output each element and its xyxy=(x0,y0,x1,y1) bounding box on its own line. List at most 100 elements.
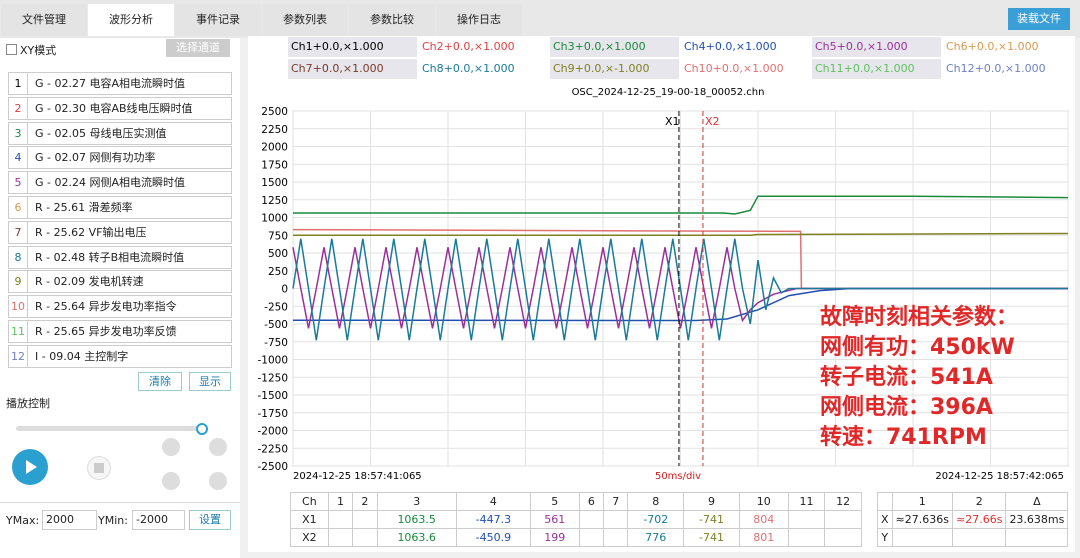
value-cell: -741 xyxy=(683,510,740,529)
header-cell: 2 xyxy=(352,492,378,511)
channel-number: 5 xyxy=(9,172,28,194)
zoom-in-button[interactable] xyxy=(162,438,180,456)
channel-row[interactable]: 4 G - 02.07 网侧有功功率 xyxy=(8,146,232,170)
channel-number: 7 xyxy=(9,221,28,243)
ymax-input[interactable]: 2000 xyxy=(42,510,97,530)
channel-row[interactable]: 6 R - 25.61 滑差频率 xyxy=(8,196,232,219)
prev-button[interactable] xyxy=(162,472,180,490)
value-cell: 804 xyxy=(738,510,789,529)
legend-item: Ch3+0.0,×1.000 xyxy=(550,37,679,57)
slider-thumb[interactable] xyxy=(196,423,208,435)
channel-number: 11 xyxy=(9,321,28,342)
value-cell xyxy=(352,510,378,529)
channel-number: 9 xyxy=(9,271,28,293)
channel-row[interactable]: 7 R - 25.62 VF输出电压 xyxy=(8,220,232,244)
row-label: X xyxy=(877,510,893,529)
channel-label: G - 02.05 母线电压实测值 xyxy=(35,126,167,140)
clear-button[interactable]: 清除 xyxy=(138,372,182,391)
header-cell: 3 xyxy=(376,492,457,511)
value-cell: 801 xyxy=(738,528,789,547)
header-cell: 6 xyxy=(578,492,605,511)
play-button[interactable] xyxy=(12,449,48,485)
checkbox[interactable] xyxy=(6,44,17,55)
legend-item: Ch7+0.0,×1.000 xyxy=(288,59,417,79)
legend-item: Ch1+0.0,×1.000 xyxy=(288,37,417,57)
value-cell xyxy=(951,528,1007,547)
legend-item: Ch12+0.0,×1.000 xyxy=(943,59,1072,79)
stop-button[interactable] xyxy=(87,456,111,480)
tab[interactable]: 波形分析 xyxy=(88,4,174,36)
value-cell: ≈27.66s xyxy=(951,510,1007,529)
plot-panel xyxy=(248,36,1075,552)
value-cell xyxy=(824,528,862,547)
tab[interactable]: 操作日志 xyxy=(436,4,522,36)
header-cell: 9 xyxy=(683,492,740,511)
tab[interactable]: 参数比较 xyxy=(349,4,435,36)
value-cell xyxy=(891,528,953,547)
channel-number: 10 xyxy=(9,296,28,318)
value-cell xyxy=(327,510,354,529)
value-cell xyxy=(327,528,354,547)
value-cell xyxy=(603,510,629,529)
channel-row[interactable]: 10 R - 25.64 异步发电功率指令 xyxy=(8,295,232,319)
tab[interactable]: 参数列表 xyxy=(262,4,348,36)
value-cell: 1063.6 xyxy=(376,528,457,547)
header-cell: 7 xyxy=(603,492,629,511)
header-cell xyxy=(877,492,893,511)
header-cell: 12 xyxy=(824,492,862,511)
value-cell xyxy=(787,510,826,529)
channel-number: 12 xyxy=(9,345,28,367)
value-cell xyxy=(1005,528,1069,547)
slider-track xyxy=(16,426,206,431)
value-cell xyxy=(824,510,862,529)
tab[interactable]: 事件记录 xyxy=(175,4,261,36)
header-cell: 1 xyxy=(327,492,354,511)
channel-row[interactable]: 12 I - 09.04 主控制字 xyxy=(8,344,232,368)
value-cell: ≈27.636s xyxy=(891,510,953,529)
channel-row[interactable]: 5 G - 02.24 网侧A相电流瞬时值 xyxy=(8,171,232,195)
channel-label: G - 02.24 网侧A相电流瞬时值 xyxy=(35,176,185,190)
channel-number: 3 xyxy=(9,122,28,144)
value-cell: 561 xyxy=(529,510,580,529)
channel-label: I - 09.04 主控制字 xyxy=(35,349,129,363)
header-cell: 11 xyxy=(787,492,826,511)
set-button[interactable]: 设置 xyxy=(189,510,231,530)
legend-item: Ch11+0.0,×1.000 xyxy=(812,59,941,79)
header-cell: 8 xyxy=(627,492,685,511)
load-button[interactable]: 装载文件 xyxy=(1008,8,1070,30)
channel-number: 2 xyxy=(9,97,28,119)
channel-row[interactable]: 11 R - 25.65 异步发电功率反馈 xyxy=(8,320,232,343)
channel-label: G - 02.27 电容A相电流瞬时值 xyxy=(35,77,185,90)
value-cell: 199 xyxy=(529,528,580,547)
divider xyxy=(0,502,240,503)
header-cell: 4 xyxy=(455,492,531,511)
value-cell xyxy=(603,528,629,547)
channel-row[interactable]: 9 R - 02.09 发电机转速 xyxy=(8,270,232,294)
channel-number: 8 xyxy=(9,246,28,268)
channel-label: R - 25.61 滑差频率 xyxy=(35,201,133,214)
channel-label: R - 02.48 转子B相电流瞬时值 xyxy=(35,250,185,264)
zoom-out-button[interactable] xyxy=(209,438,227,456)
ymin-input[interactable]: -2000 xyxy=(132,510,185,530)
next-button[interactable] xyxy=(209,472,227,490)
channel-row[interactable]: 2 G - 02.30 电容AB线电压瞬时值 xyxy=(8,96,232,120)
show-button[interactable]: 显示 xyxy=(189,372,231,391)
select-channel-button[interactable]: 选择通道 xyxy=(166,39,230,57)
value-cell xyxy=(352,528,378,547)
channel-row[interactable]: 1 G - 02.27 电容A相电流瞬时值 xyxy=(8,72,232,95)
ymax-label: YMax: xyxy=(6,514,40,527)
legend-item: Ch5+0.0,×1.000 xyxy=(812,37,941,57)
channel-label: G - 02.30 电容AB线电压瞬时值 xyxy=(35,101,193,115)
channel-row[interactable]: 8 R - 02.48 转子B相电流瞬时值 xyxy=(8,245,232,269)
legend-item: Ch4+0.0,×1.000 xyxy=(681,37,810,57)
channel-row[interactable]: 3 G - 02.05 母线电压实测值 xyxy=(8,121,232,145)
channel-number: 1 xyxy=(9,73,28,94)
ymin-label: YMin: xyxy=(98,514,128,527)
left-panel: XY模式 选择通道 清除 显示 播放控制 YMax: 2000 YMin: -2… xyxy=(0,38,240,558)
delta-table: 1 2 Δ X ≈27.636s ≈27.66s 23.638ms Y xyxy=(877,492,1069,547)
row-label: X2 xyxy=(290,528,329,547)
legend-item: Ch8+0.0,×1.000 xyxy=(419,59,548,79)
cursor-table: Ch 1 2 3 4 5 6 7 8 9 10 11 12 X1 1063.5 -447.3 561 -702 -7… xyxy=(290,492,862,547)
tab[interactable]: 文件管理 xyxy=(1,4,87,36)
